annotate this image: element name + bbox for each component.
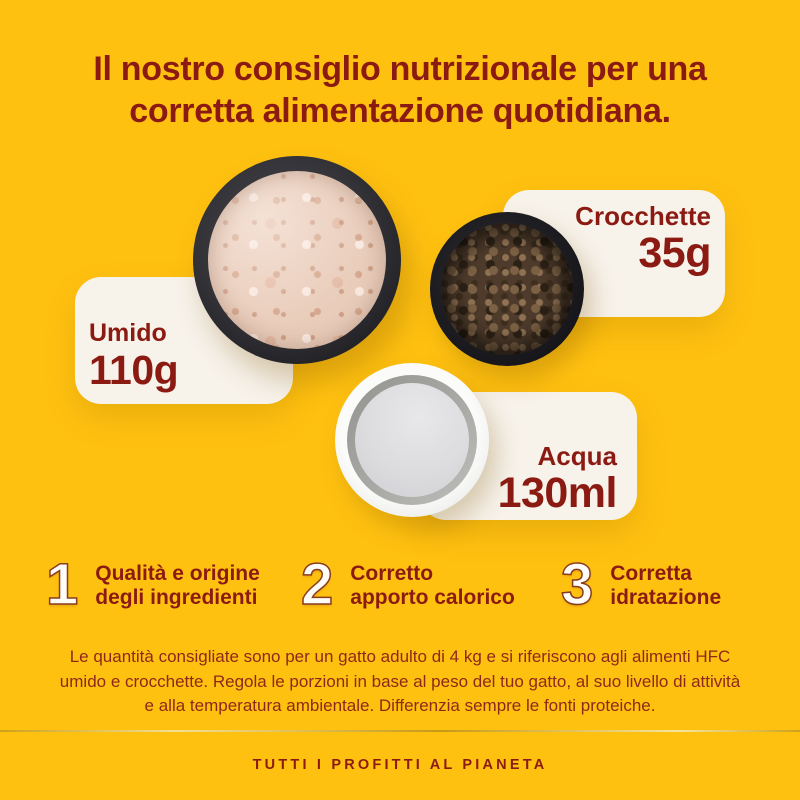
disclaimer-text: Le quantità consigliate sono per un gatt… (0, 645, 800, 719)
principle-3-line2: idratazione (610, 586, 722, 609)
disclaimer-line2: umido e crocchette. Regola le porzioni i… (59, 671, 741, 691)
principle-1-line1: Qualità e origine (95, 562, 260, 585)
crocchette-label: Crocchette (575, 201, 711, 231)
acqua-amount: 130ml (497, 469, 618, 517)
principle-2-line1: Corretto (350, 562, 434, 585)
principle-2-line2: apporto calorico (350, 586, 515, 609)
footer-divider-line (0, 730, 800, 732)
footer-tagline: TUTTI I PROFITTI AL PIANETA (252, 757, 548, 773)
principle-3-text: Corretta idratazione (610, 562, 721, 610)
page-title-line1: Il nostro consiglio nutrizionale per una (93, 50, 707, 88)
umido-label: Umido (89, 319, 167, 347)
disclaimer-line3: e alla temperatura ambientale. Differenz… (144, 696, 656, 715)
kibble-bowl-photo (430, 212, 584, 366)
disclaimer-line1: Le quantità consigliate sono per un gatt… (69, 647, 731, 666)
umido-amount: 110g (89, 347, 179, 393)
principle-1: 1 Qualità e origine degli ingredienti (45, 552, 260, 617)
water-surface (355, 383, 469, 497)
principle-2: 2 Corretto apporto calorico (300, 552, 515, 617)
principle-1-number: 1 (45, 552, 79, 617)
principle-3: 3 Corretta idratazione (560, 552, 721, 617)
wet-food-texture (208, 171, 386, 349)
principle-1-line2: degli ingredienti (95, 586, 258, 609)
wet-food-bowl-photo (193, 156, 401, 364)
crocchette-amount: 35g (638, 229, 711, 277)
principle-2-number: 2 (300, 552, 334, 617)
page-title-line2: corretta alimentazione quotidiana. (129, 92, 671, 130)
water-bowl-photo (335, 363, 489, 517)
principle-3-number: 3 (560, 552, 594, 617)
kibble-texture (441, 223, 573, 355)
principle-1-text: Qualità e origine degli ingredienti (95, 562, 260, 610)
acqua-label: Acqua (537, 441, 617, 471)
page-title: Il nostro consiglio nutrizionale per una… (0, 48, 800, 132)
principle-2-text: Corretto apporto calorico (350, 562, 515, 610)
principle-3-line1: Corretta (610, 562, 692, 585)
